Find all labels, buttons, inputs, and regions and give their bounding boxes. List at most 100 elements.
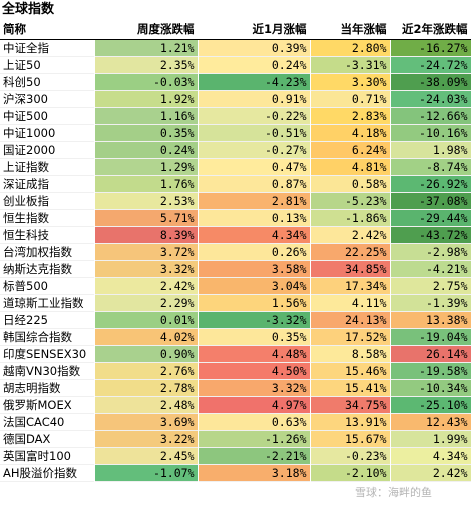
month-change-cell: 4.50% xyxy=(198,362,311,379)
two-year-change-cell: 2.42% xyxy=(390,464,471,481)
month-change-cell: 3.32% xyxy=(198,379,311,396)
two-year-change-cell: -43.72% xyxy=(390,226,471,243)
two-year-change-cell: -24.72% xyxy=(390,56,471,73)
table-row[interactable]: 科创50 -0.03% -4.23% 3.30% -38.09% xyxy=(0,73,471,90)
weekly-change-cell: 1.92% xyxy=(94,90,199,107)
index-name-cell: 标普500 xyxy=(0,277,95,294)
table-row[interactable]: 英国富时100 2.45% -2.21% -0.23% 4.34% xyxy=(0,447,471,464)
table-row[interactable]: 纳斯达克指数 3.32% 3.58% 34.85% -4.21% xyxy=(0,260,471,277)
weekly-change-cell: 3.69% xyxy=(94,413,199,430)
page-title: 全球指数 xyxy=(2,2,55,17)
ytd-change-cell: 2.80% xyxy=(310,39,391,56)
two-year-change-cell: 12.43% xyxy=(390,413,471,430)
month-change-cell: -0.22% xyxy=(198,107,311,124)
index-name-cell: 胡志明指数 xyxy=(0,379,95,396)
month-change-cell: 0.39% xyxy=(198,39,311,56)
index-name-cell: 纳斯达克指数 xyxy=(0,260,95,277)
table-row[interactable]: 韩国综合指数 4.02% 0.35% 17.52% -19.04% xyxy=(0,328,471,345)
global-index-table: 简称 周度涨跌幅 近1月涨幅 当年涨幅 近2年涨跌幅 中证全指 1.21% 0.39… xyxy=(0,19,471,482)
table-row[interactable]: 中证500 1.16% -0.22% 2.83% -12.66% xyxy=(0,107,471,124)
header-weekly-change[interactable]: 周度涨跌幅 xyxy=(94,19,199,40)
ytd-change-cell: 2.42% xyxy=(310,226,391,243)
index-name-cell: 上证50 xyxy=(0,56,95,73)
weekly-change-cell: 2.78% xyxy=(94,379,199,396)
two-year-change-cell: -16.27% xyxy=(390,39,471,56)
weekly-change-cell: 8.39% xyxy=(94,226,199,243)
two-year-change-cell: -19.58% xyxy=(390,362,471,379)
ytd-change-cell: 4.18% xyxy=(310,124,391,141)
two-year-change-cell: -10.16% xyxy=(390,124,471,141)
ytd-change-cell: 0.71% xyxy=(310,90,391,107)
two-year-change-cell: 1.98% xyxy=(390,141,471,158)
index-name-cell: 台湾加权指数 xyxy=(0,243,95,260)
table-row[interactable]: 创业板指 2.53% 2.81% -5.23% -37.08% xyxy=(0,192,471,209)
weekly-change-cell: 2.42% xyxy=(94,277,199,294)
table-row[interactable]: 恒生指数 5.71% 0.13% -1.86% -29.44% xyxy=(0,209,471,226)
table-row[interactable]: 恒生科技 8.39% 4.34% 2.42% -43.72% xyxy=(0,226,471,243)
ytd-change-cell: -5.23% xyxy=(310,192,391,209)
header-1m-change[interactable]: 近1月涨幅 xyxy=(198,19,311,40)
month-change-cell: 2.81% xyxy=(198,192,311,209)
index-name-cell: 中证全指 xyxy=(0,39,95,56)
weekly-change-cell: 1.21% xyxy=(94,39,199,56)
table-row[interactable]: 俄罗斯MOEX 2.48% 4.97% 34.75% -25.10% xyxy=(0,396,471,413)
table-row[interactable]: 德国DAX 3.22% -1.26% 15.67% 1.99% xyxy=(0,430,471,447)
weekly-change-cell: 2.45% xyxy=(94,447,199,464)
two-year-change-cell: 2.75% xyxy=(390,277,471,294)
ytd-change-cell: 24.13% xyxy=(310,311,391,328)
table-row[interactable]: 道琼斯工业指数 2.29% 1.56% 4.11% -1.39% xyxy=(0,294,471,311)
weekly-change-cell: 2.29% xyxy=(94,294,199,311)
weekly-change-cell: 4.02% xyxy=(94,328,199,345)
two-year-change-cell: -2.98% xyxy=(390,243,471,260)
ytd-change-cell: 6.24% xyxy=(310,141,391,158)
table-row[interactable]: 台湾加权指数 3.72% 0.26% 22.25% -2.98% xyxy=(0,243,471,260)
ytd-change-cell: 17.52% xyxy=(310,328,391,345)
index-name-cell: 上证指数 xyxy=(0,158,95,175)
table-row[interactable]: 日经225 0.01% -3.32% 24.13% 13.38% xyxy=(0,311,471,328)
month-change-cell: -3.32% xyxy=(198,311,311,328)
month-change-cell: 4.34% xyxy=(198,226,311,243)
weekly-change-cell: 0.35% xyxy=(94,124,199,141)
table-row[interactable]: 法国CAC40 3.69% 0.63% 13.91% 12.43% xyxy=(0,413,471,430)
weekly-change-cell: 1.76% xyxy=(94,175,199,192)
table-row[interactable]: 越南VN30指数 2.76% 4.50% 15.46% -19.58% xyxy=(0,362,471,379)
header-2y-change[interactable]: 近2年涨跌幅 xyxy=(390,19,471,40)
month-change-cell: 0.35% xyxy=(198,328,311,345)
month-change-cell: 3.58% xyxy=(198,260,311,277)
month-change-cell: -1.26% xyxy=(198,430,311,447)
ytd-change-cell: -2.10% xyxy=(310,464,391,481)
month-change-cell: -0.51% xyxy=(198,124,311,141)
table-row[interactable]: 标普500 2.42% 3.04% 17.34% 2.75% xyxy=(0,277,471,294)
ytd-change-cell: -3.31% xyxy=(310,56,391,73)
table-row[interactable]: 上证50 2.35% 0.24% -3.31% -24.72% xyxy=(0,56,471,73)
index-name-cell: 创业板指 xyxy=(0,192,95,209)
header-ytd-change[interactable]: 当年涨幅 xyxy=(310,19,391,40)
table-row[interactable]: 胡志明指数 2.78% 3.32% 15.41% -10.34% xyxy=(0,379,471,396)
index-name-cell: 印度SENSEX30 xyxy=(0,345,95,362)
table-row[interactable]: 上证指数 1.29% 0.47% 4.81% -8.74% xyxy=(0,158,471,175)
month-change-cell: 4.97% xyxy=(198,396,311,413)
ytd-change-cell: 34.85% xyxy=(310,260,391,277)
index-name-cell: 英国富时100 xyxy=(0,447,95,464)
ytd-change-cell: 15.41% xyxy=(310,379,391,396)
weekly-change-cell: 1.16% xyxy=(94,107,199,124)
table-row[interactable]: 国证2000 0.24% -0.27% 6.24% 1.98% xyxy=(0,141,471,158)
header-name[interactable]: 简称 xyxy=(0,19,95,40)
index-name-cell: 俄罗斯MOEX xyxy=(0,396,95,413)
index-name-cell: 国证2000 xyxy=(0,141,95,158)
table-row[interactable]: 印度SENSEX30 0.90% 4.48% 8.58% 26.14% xyxy=(0,345,471,362)
index-name-cell: 沪深300 xyxy=(0,90,95,107)
table-row[interactable]: 中证全指 1.21% 0.39% 2.80% -16.27% xyxy=(0,39,471,56)
month-change-cell: 1.56% xyxy=(198,294,311,311)
weekly-change-cell: 0.01% xyxy=(94,311,199,328)
table-row[interactable]: 中证1000 0.35% -0.51% 4.18% -10.16% xyxy=(0,124,471,141)
table-row[interactable]: 深证成指 1.76% 0.87% 0.58% -26.92% xyxy=(0,175,471,192)
two-year-change-cell: 4.34% xyxy=(390,447,471,464)
index-name-cell: 科创50 xyxy=(0,73,95,90)
table-row[interactable]: AH股溢价指数 -1.07% 3.18% -2.10% 2.42% xyxy=(0,464,471,481)
ytd-change-cell: -1.86% xyxy=(310,209,391,226)
table-row[interactable]: 沪深300 1.92% 0.91% 0.71% -24.03% xyxy=(0,90,471,107)
month-change-cell: 0.13% xyxy=(198,209,311,226)
ytd-change-cell: 15.46% xyxy=(310,362,391,379)
two-year-change-cell: -38.09% xyxy=(390,73,471,90)
